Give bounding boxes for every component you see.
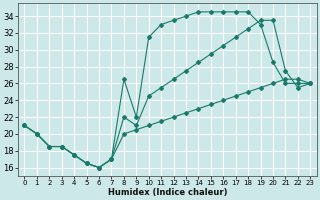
X-axis label: Humidex (Indice chaleur): Humidex (Indice chaleur) (108, 188, 227, 197)
